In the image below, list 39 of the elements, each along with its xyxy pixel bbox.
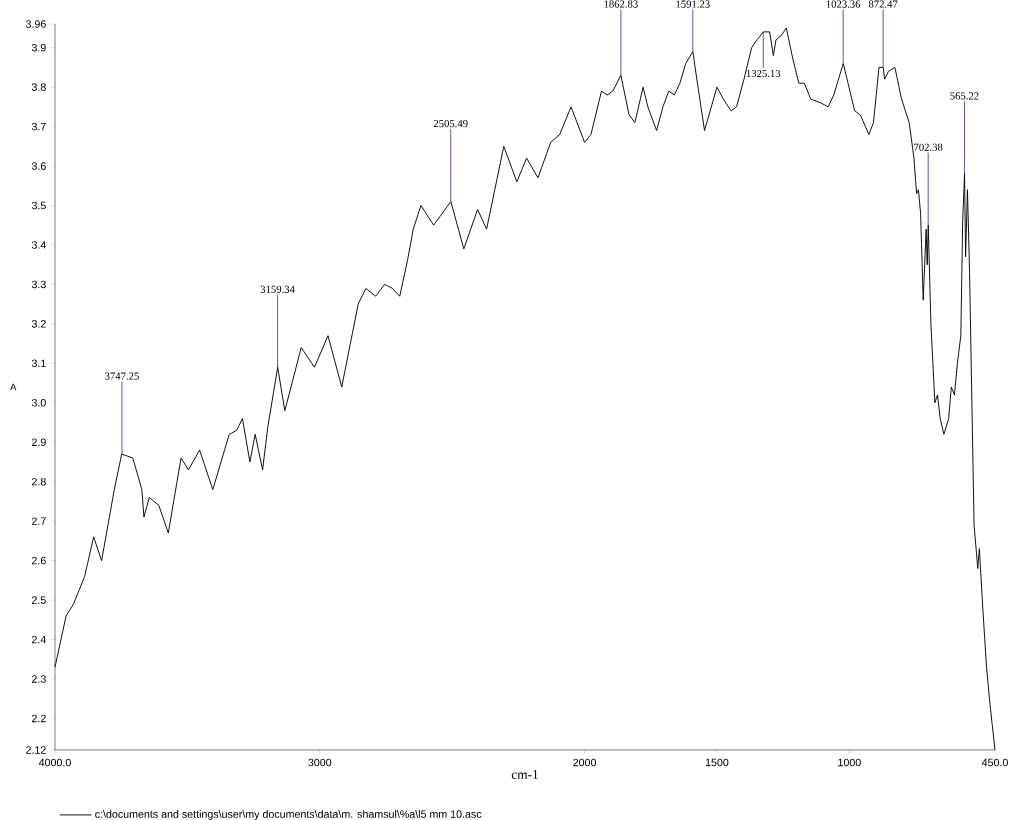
annotation: 1591.23 [676,0,710,8]
y-tick-label: 3.0 [31,399,46,407]
y-tick-label: 2.9 [32,438,46,446]
y-tick-label: 3.8 [31,83,46,91]
annotation: 3159.34 [260,285,295,293]
x-tick-label: 1000 [838,758,861,767]
y-tick-label: 2.4 [32,635,46,644]
y-tick-label: 2.7 [32,517,46,525]
annotation: 1325.13 [746,69,781,78]
annotation: 872.47 [868,0,898,8]
y-tick-label: 3.9 [31,43,46,52]
y-tick-label: 3.6 [31,162,46,170]
y-tick-label: 3.5 [31,201,46,210]
annotation: 565.22 [950,92,979,100]
y-tick-label: 3.3 [31,280,46,289]
y-tick-label: 3.96 [25,20,46,28]
y-axis-title: A [10,383,17,391]
y-tick-label: 2.12 [26,746,46,754]
annotation: 3747.25 [105,372,139,380]
y-tick-label: 3.4 [31,241,46,249]
annotation: 1862.83 [604,0,638,8]
annotation: 702.38 [914,143,943,151]
x-axis-title: cm-1 [511,770,538,779]
y-tick-label: 2.6 [32,556,46,565]
y-tick-label: 3.7 [31,122,46,131]
annotation: 2505.49 [433,119,468,128]
y-tick-label: 3.1 [31,359,46,368]
x-tick-label: 3000 [308,758,332,767]
y-tick-label: 2.2 [32,714,46,723]
annotation: 1023.36 [826,0,861,8]
y-tick-label: 2.5 [32,596,46,604]
x-tick-label: 2000 [573,758,597,767]
x-tick-label: 1500 [705,758,729,767]
legend-label: c:\documents and settings\user\my documents\data\m. shamsul\%a\l5 mm 10.asc [95,810,482,820]
y-tick-label: 3.2 [31,320,46,328]
x-tick-label: 450.0 [981,758,1008,767]
x-tick-label: 4000.0 [38,758,71,767]
y-tick-label: 2.3 [32,675,46,683]
y-tick-label: 2.8 [32,477,46,486]
